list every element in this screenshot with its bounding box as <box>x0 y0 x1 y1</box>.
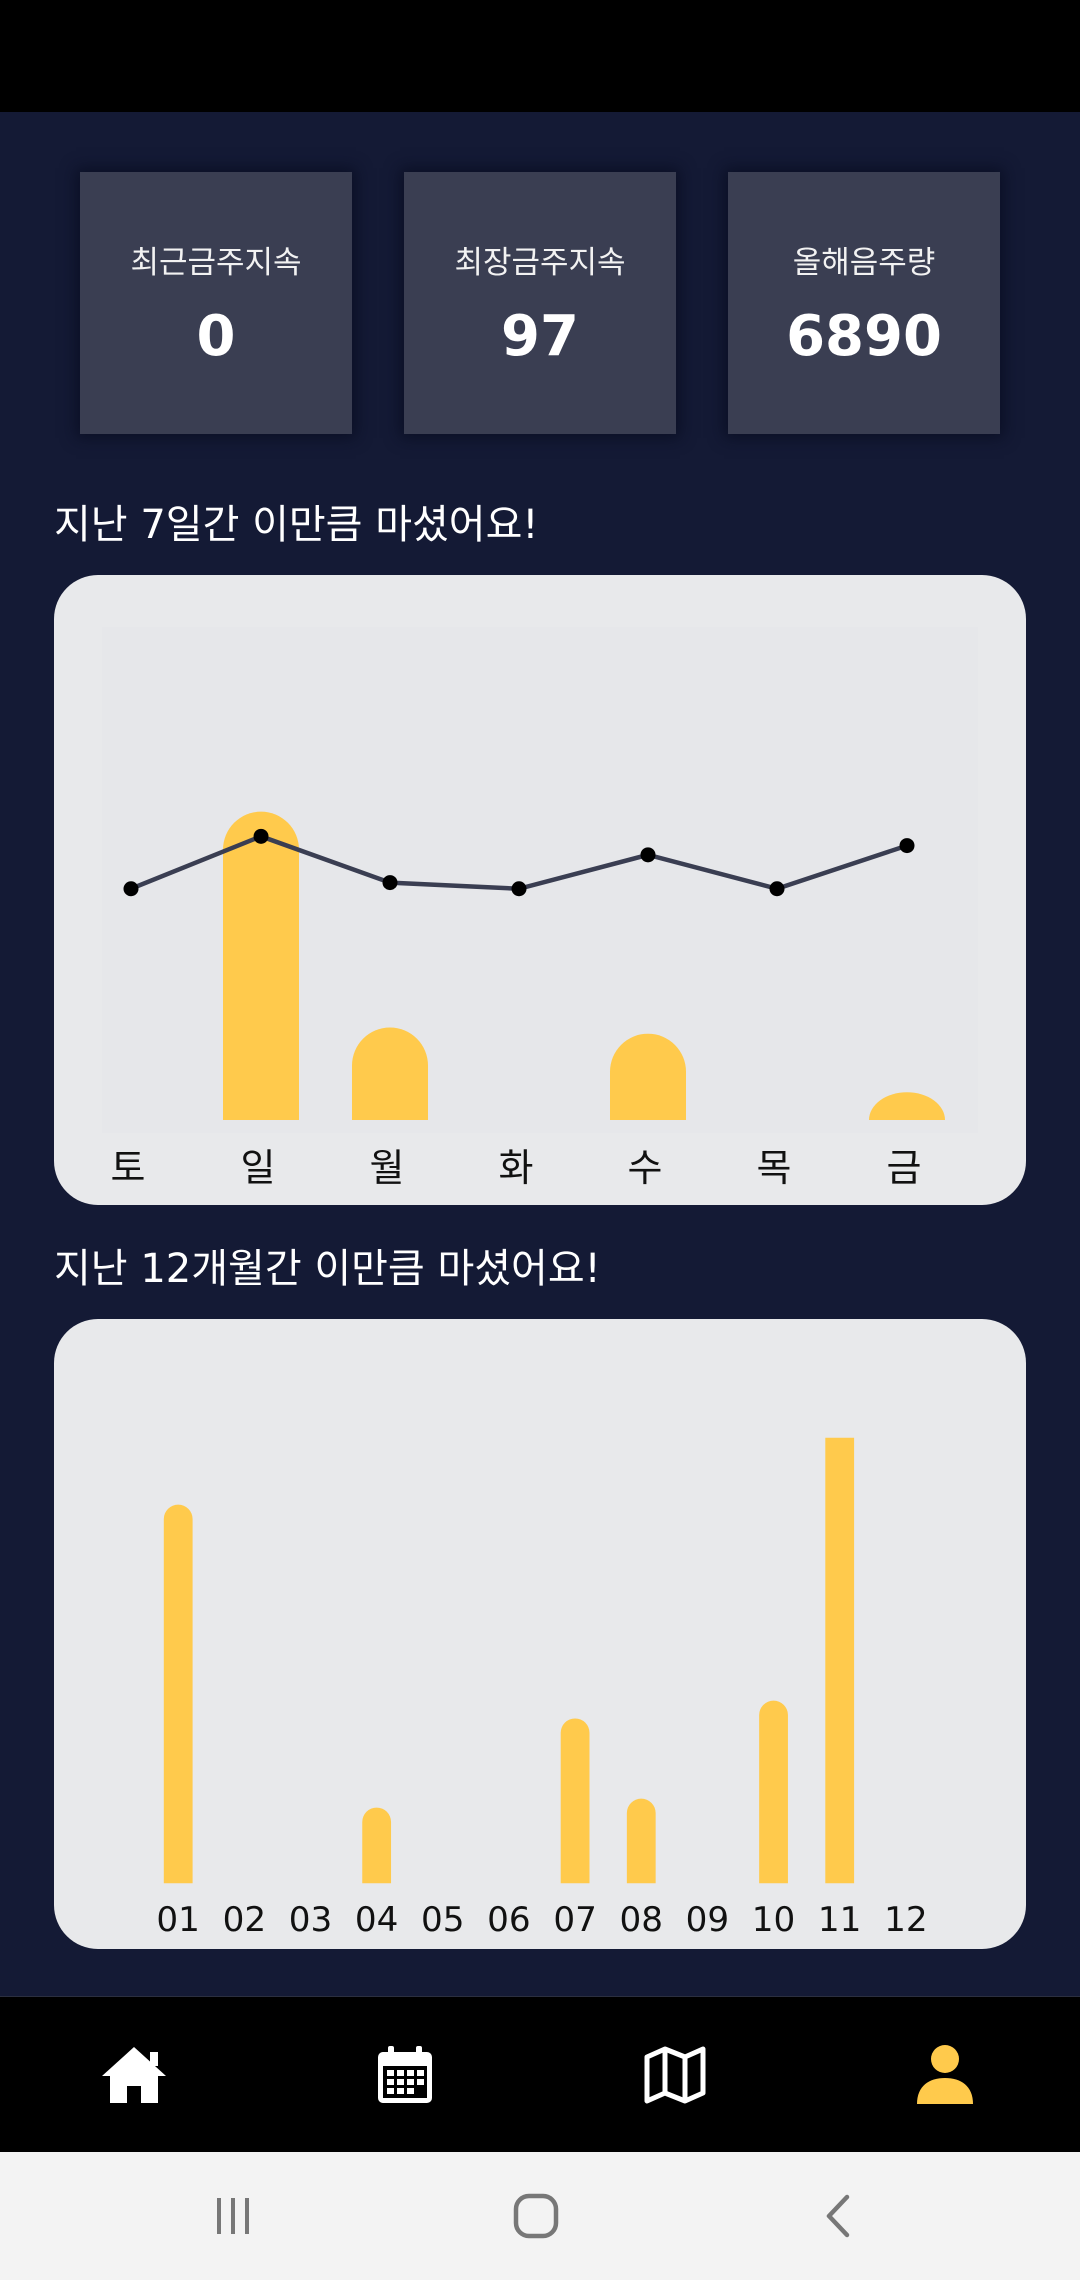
tick-label-01: 01 <box>156 1900 200 1940</box>
nav-profile[interactable] <box>885 1997 1005 2153</box>
recent-apps-button[interactable] <box>173 2152 293 2280</box>
tick-label-04: 04 <box>355 1900 399 1940</box>
stat-card-longest-sober: 최장금주지속 97 <box>404 172 676 434</box>
bar-금 <box>869 1092 945 1120</box>
system-home-button[interactable] <box>476 2152 596 2280</box>
status-bar <box>0 0 1080 112</box>
stat-card-year-drinking: 올해음주량 6890 <box>728 172 1000 434</box>
bar-11 <box>825 1437 855 1884</box>
tick-label-목: 목 <box>757 1146 792 1190</box>
bar-01 <box>163 1504 193 1884</box>
bar-수 <box>610 1033 686 1120</box>
tick-label-12: 12 <box>884 1900 928 1940</box>
bar-10 <box>759 1700 788 1884</box>
nav-calendar[interactable] <box>345 1997 465 2153</box>
home-circle-icon <box>513 2193 559 2239</box>
bar-04 <box>362 1807 392 1884</box>
tick-label-07: 07 <box>553 1900 597 1940</box>
tick-label-02: 02 <box>223 1900 267 1940</box>
tick-label-08: 08 <box>619 1900 663 1940</box>
system-nav-bar <box>0 2152 1080 2280</box>
back-icon <box>826 2194 850 2238</box>
point-금 <box>899 838 915 854</box>
tick-label-화: 화 <box>499 1146 534 1190</box>
stat-label: 최근금주지속 <box>130 245 302 281</box>
bar-월 <box>352 1027 428 1120</box>
recent-apps-icon <box>217 2198 249 2234</box>
stat-label: 최장금주지속 <box>454 245 626 281</box>
tick-label-11: 11 <box>818 1900 862 1940</box>
weekly-section-title: 지난 7일간 이만큼 마셨어요! <box>54 502 539 548</box>
back-button[interactable] <box>778 2152 898 2280</box>
bottom-nav-bar <box>0 1996 1080 2152</box>
tick-label-10: 10 <box>752 1900 796 1940</box>
bar-07 <box>560 1718 590 1884</box>
tick-label-월: 월 <box>370 1146 405 1190</box>
point-목 <box>769 881 785 897</box>
stat-value: 6890 <box>786 304 942 369</box>
tick-label-수: 수 <box>628 1146 663 1190</box>
monthly-section-title: 지난 12개월간 이만큼 마셨어요! <box>54 1246 601 1292</box>
tick-label-03: 03 <box>289 1900 333 1940</box>
nav-home[interactable] <box>74 1997 194 2153</box>
point-일 <box>253 828 269 844</box>
tick-label-토: 토 <box>111 1146 146 1190</box>
main-content: 최근금주지속 0 최장금주지속 97 올해음주량 6890 지난 7일간 이만큼… <box>0 112 1080 1996</box>
bar-08 <box>626 1798 656 1884</box>
monthly-chart-card: 01 02 03 04 05 06 07 08 09 10 11 12 <box>54 1319 1026 1949</box>
point-토 <box>123 881 139 897</box>
nav-map[interactable] <box>615 1997 735 2153</box>
tick-label-일: 일 <box>241 1146 276 1190</box>
point-수 <box>640 847 656 863</box>
stat-value: 97 <box>501 304 579 369</box>
tick-label-금: 금 <box>887 1146 922 1190</box>
map-icon <box>644 2046 706 2104</box>
stat-label: 올해음주량 <box>792 245 936 281</box>
bar-일 <box>223 811 299 1120</box>
stat-card-recent-sober: 최근금주지속 0 <box>80 172 352 434</box>
tick-label-05: 05 <box>421 1900 465 1940</box>
monthly-chart: 01 02 03 04 05 06 07 08 09 10 11 12 <box>156 1437 928 1940</box>
stat-value: 0 <box>196 304 236 369</box>
calendar-icon <box>378 2046 432 2103</box>
tick-label-09: 09 <box>686 1900 730 1940</box>
home-icon <box>102 2047 166 2103</box>
point-화 <box>511 881 527 897</box>
tick-label-06: 06 <box>487 1900 531 1940</box>
point-월 <box>382 875 398 891</box>
person-icon <box>917 2045 973 2104</box>
